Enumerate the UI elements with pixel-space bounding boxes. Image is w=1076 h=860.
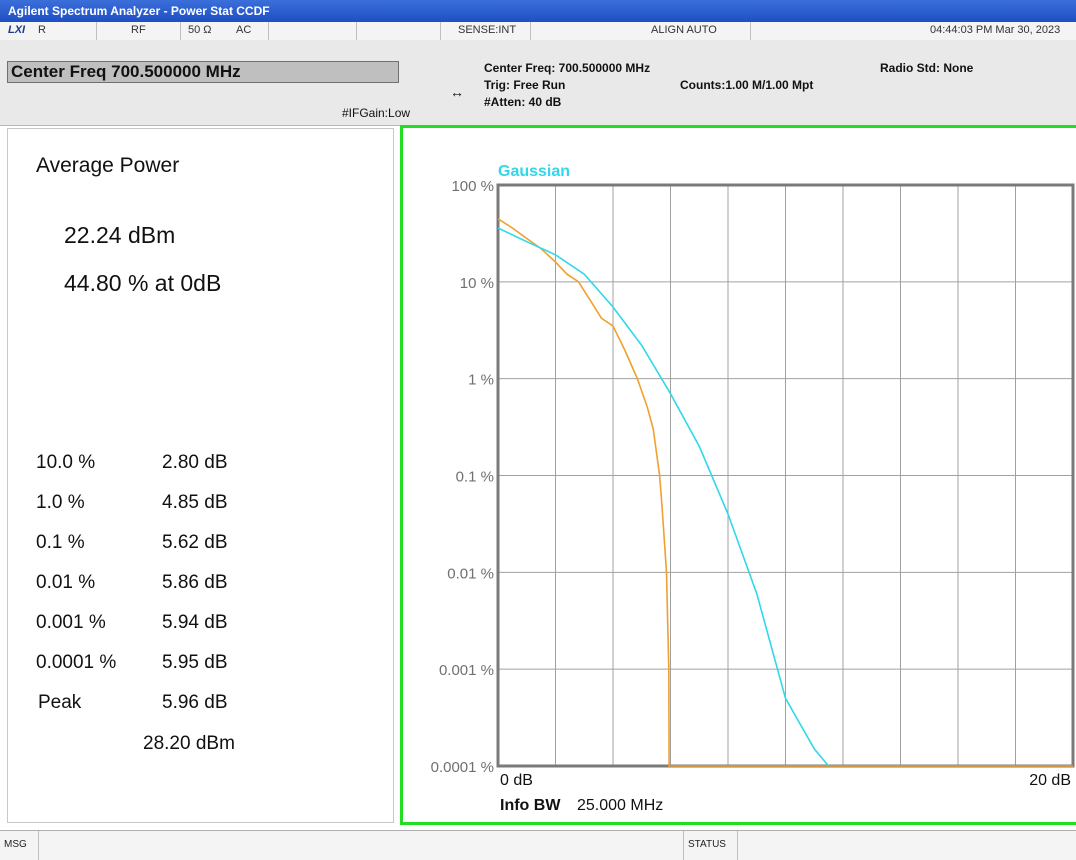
y-tick-label: 10 % [460, 275, 494, 292]
info-bw-label: Info BW [500, 797, 561, 814]
average-power-label: Average Power [36, 154, 180, 177]
stat-value: 2.80 dB [162, 452, 228, 473]
trigger-arrow-icon: ↔ [450, 84, 464, 100]
lxi-icon: LXI [8, 24, 26, 36]
stat-label: 0.01 % [36, 572, 96, 593]
divider [96, 22, 97, 40]
stat-value: 4.85 dB [162, 492, 228, 513]
legend-gaussian: Gaussian [498, 163, 570, 180]
results-panel [7, 128, 394, 823]
radio-std-label: Radio Std: None [880, 61, 974, 75]
ccdf-graph-panel: 100 % 10 % 1 % 0.1 % 0.01 % 0.001 % 0.0001 % Ga… [400, 125, 1076, 825]
atten-label: #Atten: 40 dB [484, 95, 562, 109]
center-freq-label: Center Freq: 700.500000 MHz [484, 61, 651, 75]
status-align: ALIGN AUTO [651, 24, 717, 36]
divider [530, 22, 531, 40]
stat-label: 0.0001 % [36, 652, 117, 673]
y-tick-label: 1 % [468, 372, 494, 389]
y-tick-label: 0.0001 % [431, 759, 494, 776]
stat-value: 5.62 dB [162, 532, 228, 553]
stat-label: 1.0 % [36, 492, 85, 513]
footer-bar: MSG STATUS [0, 830, 1076, 860]
stat-label: 0.001 % [36, 612, 106, 633]
ifgain-label: #IFGain:Low [342, 106, 411, 120]
status-row: LXI R RF 50 Ω AC SENSE:INT ALIGN AUTO 04… [0, 22, 1076, 41]
status-r: R [38, 24, 46, 36]
stat-value: 5.94 dB [162, 612, 228, 633]
y-tick-label: 0.01 % [447, 565, 494, 582]
center-freq-box[interactable]: Center Freq 700.500000 MHz [7, 61, 399, 83]
stat-label: 0.1 % [36, 532, 85, 553]
stat-label: 10.0 % [36, 452, 96, 473]
status-coupling: AC [236, 24, 252, 36]
measurement-header [0, 40, 1076, 126]
ccdf-chart: 100 % 10 % 1 % 0.1 % 0.01 % 0.001 % 0.0001 % Ga… [431, 163, 1075, 814]
divider [38, 831, 39, 860]
stat-label: Peak [38, 692, 82, 713]
status-sense: SENSE:INT [458, 24, 517, 36]
divider [180, 22, 181, 40]
peak-dbm-value: 28.20 dBm [143, 733, 235, 754]
window-title: Agilent Spectrum Analyzer - Power Stat C… [8, 4, 270, 18]
gaussian-series-line [497, 227, 830, 767]
measured-ccdf-line [497, 218, 1073, 767]
divider [356, 22, 357, 40]
y-tick-label: 100 % [451, 178, 494, 195]
y-tick-label: 0.001 % [439, 662, 494, 679]
average-power-percent: 44.80 % at 0dB [64, 270, 222, 296]
stat-value: 5.86 dB [162, 572, 228, 593]
divider [683, 831, 684, 860]
trig-label: Trig: Free Run [484, 78, 566, 92]
x-start-label: 0 dB [500, 772, 533, 789]
x-end-label: 20 dB [1029, 772, 1071, 789]
status-label: STATUS [688, 839, 726, 850]
divider [440, 22, 441, 40]
divider [750, 22, 751, 40]
status-impedance: 50 Ω [188, 24, 212, 36]
window-title-bar: Agilent Spectrum Analyzer - Power Stat C… [0, 0, 1076, 22]
status-rf: RF [131, 24, 146, 36]
average-power-value: 22.24 dBm [64, 222, 176, 248]
status-datetime: 04:44:03 PM Mar 30, 2023 [930, 24, 1061, 36]
divider [737, 831, 738, 860]
msg-label: MSG [4, 839, 27, 850]
stat-value: 5.95 dB [162, 652, 228, 673]
info-bw-value: 25.000 MHz [577, 797, 663, 814]
y-tick-label: 0.1 % [456, 469, 494, 486]
stat-value: 5.96 dB [162, 692, 228, 713]
counts-label: Counts:1.00 M/1.00 Mpt [680, 78, 814, 92]
divider [268, 22, 269, 40]
